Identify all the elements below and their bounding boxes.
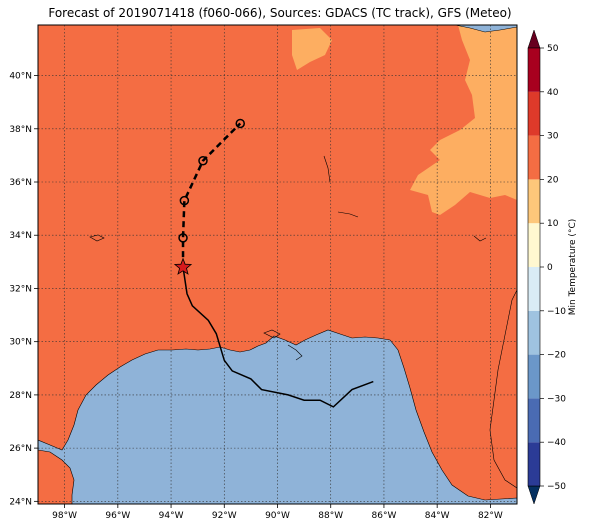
colorbar-tick-label: 0 (547, 263, 553, 273)
x-tick-label: 88°W (318, 511, 343, 521)
x-tick-label: 96°W (105, 511, 130, 521)
y-tick-label: 40°N (9, 72, 32, 82)
colorbar-tick-label: −20 (547, 351, 566, 361)
lake (287, 344, 303, 361)
colorbar-segment (528, 310, 540, 355)
graticule (38, 25, 517, 504)
lake (473, 235, 487, 242)
colorbar-tick-label: 50 (547, 44, 559, 54)
cool-region-n (292, 28, 332, 70)
lake (337, 211, 359, 218)
colorbar-tick-label: −50 (547, 482, 566, 492)
colorbar-tick-label: 20 (547, 175, 559, 185)
colorbar: −50 −40 −30 −20 −10 0 10 20 30 40 50 Min Temperatu… (527, 29, 578, 505)
current-position-star (173, 257, 193, 275)
y-axis: 24°N 26°N 28°N 30°N 32°N 34°N 36°N 38°N 40°N (9, 72, 38, 507)
y-tick-label: 28°N (9, 391, 32, 401)
lake (263, 329, 281, 339)
x-tick-label: 94°W (159, 511, 184, 521)
colorbar-tick-label: 30 (547, 132, 559, 142)
colorbar-segment (528, 354, 540, 399)
tc-track-observed (182, 267, 374, 408)
y-tick-label: 34°N (9, 231, 32, 241)
colorbar-segment (528, 442, 540, 486)
y-tick-label: 26°N (9, 444, 32, 454)
x-axis: 98°W 96°W 94°W 92°W 90°W 88°W 86°W 84°W 82°W (52, 504, 503, 521)
colorbar-segment (528, 48, 540, 92)
colorbar-tick-label: 40 (547, 88, 559, 98)
colorbar-segment (528, 398, 540, 443)
x-tick-label: 82°W (478, 511, 503, 521)
colorbar-tick-label: −40 (547, 438, 566, 448)
colorbar-segment (528, 179, 540, 224)
y-tick-label: 30°N (9, 338, 32, 348)
colorbar-label: Min Temperature (°C) (568, 219, 578, 316)
map-title: Forecast of 2019071418 (f060-066), Sourc… (48, 6, 512, 20)
x-tick-label: 92°W (212, 511, 237, 521)
x-tick-label: 90°W (265, 511, 290, 521)
y-tick-label: 24°N (9, 497, 32, 507)
forecast-position-marker (178, 233, 188, 243)
forecast-position-marker (235, 118, 245, 129)
lake (323, 155, 331, 183)
colorbar-min-arrow (527, 485, 541, 505)
lake (89, 234, 105, 242)
colorbar-segment (528, 223, 540, 267)
cool-region-ne (410, 25, 517, 215)
colorbar-max-arrow (527, 29, 541, 49)
y-tick-label: 38°N (9, 125, 32, 135)
forecast-position-marker (179, 195, 190, 206)
colorbar-tick-label: −10 (547, 307, 566, 317)
x-tick-label: 84°W (425, 511, 450, 521)
colorbar-tick-label: −30 (547, 394, 566, 404)
x-tick-label: 98°W (52, 511, 77, 521)
y-tick-label: 32°N (9, 284, 32, 294)
y-tick-label: 36°N (9, 178, 32, 188)
florida-peninsula (489, 289, 517, 489)
colorbar-segment (528, 91, 540, 136)
forecast-position-marker (198, 155, 208, 166)
colorbar-segment (528, 267, 540, 311)
colorbar-segment (528, 135, 540, 180)
great-lakes (454, 25, 517, 33)
colorbar-tick-label: 10 (547, 219, 559, 229)
x-tick-label: 86°W (372, 511, 397, 521)
